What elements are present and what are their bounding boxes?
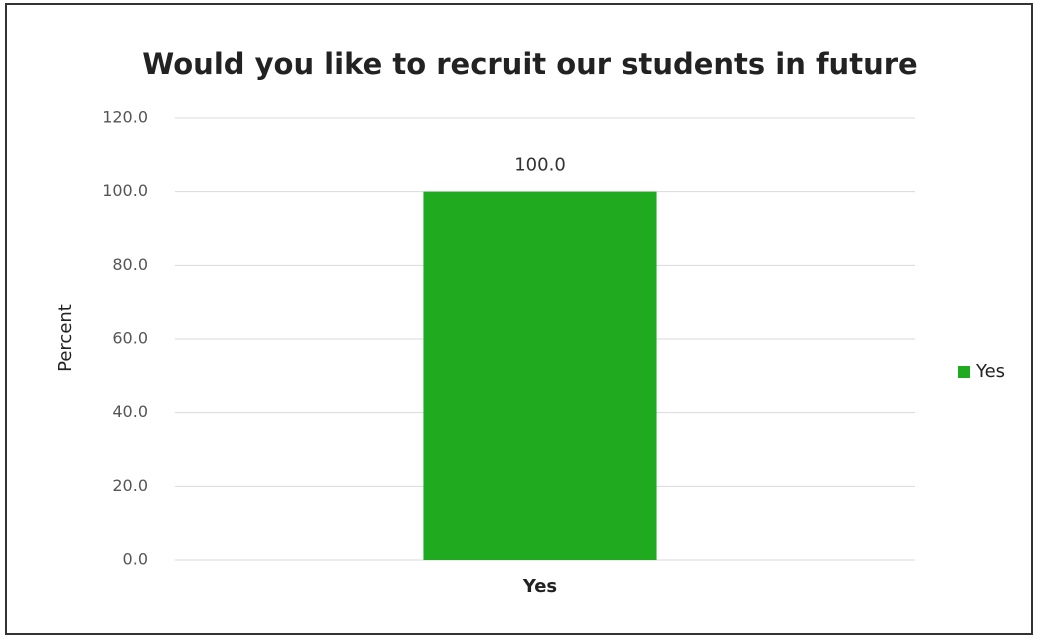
chart-title: Would you like to recruit our students i… <box>142 47 917 81</box>
y-axis-label: Percent <box>55 304 76 372</box>
legend-swatch <box>958 366 970 378</box>
data-label: 100.0 <box>514 155 566 176</box>
x-tick-label: Yes <box>522 576 557 597</box>
y-tick-label: 80.0 <box>112 255 148 274</box>
legend-label: Yes <box>975 361 1005 382</box>
y-tick-label: 0.0 <box>123 550 148 569</box>
y-tick-label: 60.0 <box>112 329 148 348</box>
y-tick-label: 40.0 <box>112 402 148 421</box>
y-tick-label: 20.0 <box>112 476 148 495</box>
bar <box>423 191 657 560</box>
y-tick-label: 120.0 <box>102 108 148 127</box>
y-tick-label: 100.0 <box>102 181 148 200</box>
